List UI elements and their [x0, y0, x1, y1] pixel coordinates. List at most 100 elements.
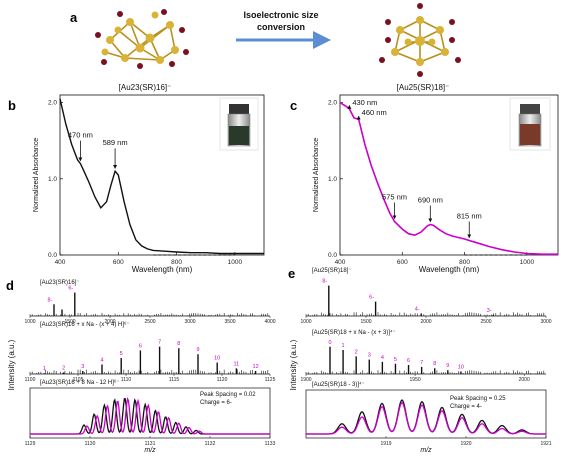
right-cluster-formula: [Au25(SR)18]⁻	[397, 83, 450, 92]
dmid-peak-label: 5	[120, 351, 123, 357]
emid-peak-label: 5	[394, 357, 397, 363]
emid-x-tick-label: 2000	[519, 377, 530, 383]
chart-e-top-title: [Au25(SR)18]⁻	[312, 268, 352, 274]
chart-b-x-tick-label: 800	[171, 259, 182, 266]
ebot-simulated-trace	[306, 401, 546, 435]
chart-e-mid-title: [Au25(SR)18 + x Na - (x + 3)]⁴⁻	[312, 329, 396, 336]
dmid-x-tick-label: 1100	[25, 377, 36, 383]
emid-peak-label: 7	[420, 360, 423, 366]
chart-c-y-axis-label: Normalized Absorbance	[313, 138, 320, 212]
chart-b-y-tick-label: 2.0	[48, 100, 57, 107]
chart-b: 400 600 800 1000 0.0 1.0 2.0 470 nm 589 nm Wave…	[33, 94, 265, 274]
etop-x-tick-label: 2000	[420, 319, 431, 325]
dtop-x-tick-label: 2500	[144, 319, 155, 325]
emid-peak-label: 10	[458, 364, 464, 370]
chart-e-bottom-frame	[305, 389, 547, 439]
chart-b-series-line	[59, 98, 264, 255]
dtop-x-tick-label: 2000	[104, 319, 115, 325]
chart-c-x-tick-label: 600	[397, 259, 408, 266]
dbot-x-tick-label: 1129	[25, 441, 36, 447]
arrow-text-line2: conversion	[257, 22, 305, 32]
chart-b-frame	[59, 94, 265, 256]
chart-e-bottom-title: [Au25(SR)18 - 3)]⁴⁻	[312, 381, 365, 388]
chart-b-x-tick-label: 1000	[228, 259, 243, 266]
dtop-x-tick-label: 1500	[64, 319, 75, 325]
chart-b-annotation: 589 nm	[103, 138, 128, 147]
chart-b-x-axis-label: Wavelength (nm)	[132, 265, 193, 274]
chart-c-x-tick-label: 800	[459, 259, 470, 266]
chart-d-top-title: [Au23(SR)16]⁻	[40, 280, 80, 286]
chart-c-x-tick-label: 1000	[520, 259, 535, 266]
arrow-text-line1: Isoelectronic size	[243, 10, 318, 20]
chart-b-y-tick-label: 1.0	[48, 176, 57, 183]
emid-peak-label: 9	[446, 363, 449, 369]
chart-d-note-spacing: Peak Spacing = 0.02	[200, 392, 256, 398]
chart-c-series-line	[339, 101, 558, 255]
chart-c-annotation: 690 nm	[418, 196, 443, 205]
dtop-x-tick-label: 4000	[264, 319, 275, 325]
dtop-x-tick-label: 3000	[184, 319, 195, 325]
dtop-x-tick-label: 1000	[24, 319, 35, 325]
panel-label-c: c	[290, 98, 297, 113]
au25-cluster-illustration	[379, 3, 461, 77]
dmid-peak-label: 6	[139, 343, 142, 349]
chart-c-y-tick-label: 0.0	[328, 252, 337, 259]
panel-label-a: a	[70, 10, 78, 25]
dmid-peak-label: 2	[62, 365, 65, 371]
dbot-simulated-trace	[30, 396, 270, 435]
dbot-x-tick-label: 1131	[145, 441, 156, 447]
dbot-x-tick-label: 1132	[205, 441, 216, 447]
emid-peak-label: 2	[355, 349, 358, 355]
etop-charge-label: 6-	[369, 295, 374, 301]
chart-c-y-tick-label: 2.0	[328, 100, 337, 107]
ebot-x-tick-label: 1919	[380, 441, 391, 447]
chart-c-annotation: 460 nm	[362, 108, 387, 117]
chart-c-vial-photo	[509, 97, 551, 151]
ebot-x-tick-label: 1921	[540, 441, 551, 447]
dmid-x-tick-label: 1120	[217, 377, 228, 383]
emid-peak-label: 4	[381, 355, 384, 361]
panel-label-b: b	[8, 98, 16, 113]
chart-c-y-tick-label: 1.0	[328, 176, 337, 183]
emid-peak-label: 0	[328, 340, 331, 346]
dtop-charge-label: 6-	[68, 286, 73, 292]
etop-charge-label: 8-	[322, 279, 327, 285]
chart-c-frame	[339, 94, 559, 256]
chart-d: Intensity (a.u.) [Au23(SR)16]⁻ 8- 6- 1000 1…	[7, 280, 276, 454]
chart-c-x-axis-label: Wavelength (nm)	[419, 265, 480, 274]
emid-peak-label: 6	[407, 358, 410, 364]
emid-peak-label: 3	[368, 353, 371, 359]
emid-x-tick-label: 1900	[300, 377, 311, 383]
dmid-x-tick-label: 1115	[169, 377, 180, 383]
chart-c-annotation: 575 nm	[382, 192, 407, 201]
dmid-peak-label: 12	[253, 364, 259, 370]
dmid-peak-label: 10	[214, 356, 220, 362]
chart-b-x-tick-label: 400	[55, 259, 66, 266]
chart-b-annotation: 470 nm	[68, 131, 93, 140]
chart-c-annotation: 430 nm	[352, 98, 377, 107]
chart-e-note-spacing: Peak Spacing = 0.25	[450, 396, 506, 402]
chart-d-mid-title: [Au23(SR)16 + x Na - (x + 4) H]⁶⁻	[40, 321, 130, 328]
au23-cluster-illustration	[95, 9, 189, 69]
chart-d-bottom-title: [Au23(SR)16 + 8 Na - 12 H]⁶⁻	[40, 379, 120, 386]
dmid-x-tick-label: 1105	[73, 377, 84, 383]
dtop-charge-label: 8-	[48, 297, 53, 303]
chart-c-annotation: 815 nm	[457, 212, 482, 221]
dmid-peak-label: 11	[234, 361, 240, 367]
dtop-x-tick-label: 3500	[224, 319, 235, 325]
etop-x-tick-label: 1500	[360, 319, 371, 325]
chart-e-y-axis-label: Intensity (a.u.)	[289, 339, 298, 390]
dmid-peak-label: 9	[196, 347, 199, 353]
emid-peak-label: 1	[342, 343, 345, 349]
emid-peak-label: 8	[433, 361, 436, 367]
dmid-peak-label: 4	[100, 358, 103, 364]
chart-d-x-axis-label: m/z	[144, 447, 156, 454]
chart-c-x-tick-label: 400	[335, 259, 346, 266]
dmid-x-tick-label: 1110	[121, 377, 132, 383]
chart-e: Intensity (a.u.) [Au25(SR)18]⁻ 8- 6- 4- 3- 1…	[289, 268, 552, 454]
panel-label-d: d	[6, 278, 14, 293]
etop-charge-label: 3-	[487, 308, 492, 314]
left-cluster-formula: [Au23(SR)16]⁻	[119, 83, 172, 92]
